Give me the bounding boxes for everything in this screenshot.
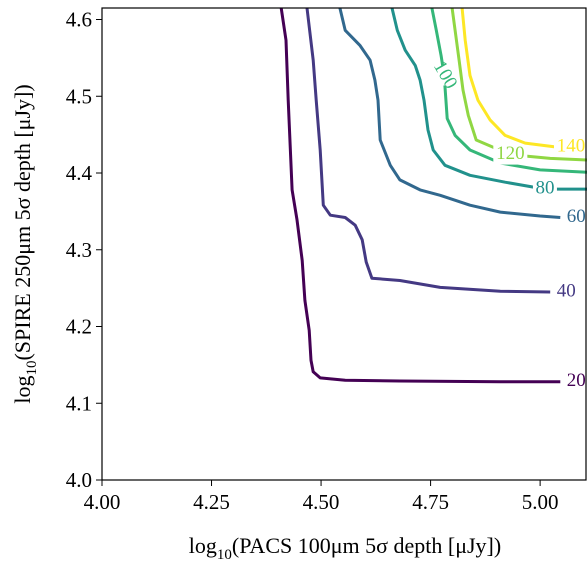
contour-line xyxy=(338,7,561,219)
contour-label: 40 xyxy=(557,280,576,301)
x-tick-label: 4.50 xyxy=(303,490,340,514)
y-tick-label: 4.2 xyxy=(66,315,92,339)
y-tick-label: 4.1 xyxy=(66,391,92,415)
contour-label-bg xyxy=(554,281,579,302)
contour-line xyxy=(460,7,556,149)
y-tick-label: 4.3 xyxy=(66,238,92,262)
contour-line xyxy=(390,7,587,191)
contour-label: 20 xyxy=(567,370,586,391)
y-tick-label: 4.5 xyxy=(66,84,92,108)
contour-label-bg xyxy=(427,65,462,86)
x-label-part: log xyxy=(189,533,217,558)
contour-label-bg xyxy=(564,371,587,392)
y-label-part: (SPIRE 250μm 5σ depth [μJy]) xyxy=(10,84,35,360)
contour-label: 80 xyxy=(535,177,554,198)
x-label-part: (PACS 100μm 5σ depth [μJy]) xyxy=(232,533,501,558)
x-tick-label: 4.00 xyxy=(84,490,121,514)
contour-label-bg xyxy=(532,179,557,200)
contour-label: 120 xyxy=(496,143,525,164)
y-label-part: log xyxy=(10,376,35,404)
contour-label-bg xyxy=(564,207,587,228)
contour-label: 140 xyxy=(557,135,586,156)
contour-line xyxy=(450,7,587,162)
contour-label: 60 xyxy=(567,206,586,227)
y-tick-label: 4.6 xyxy=(66,8,92,32)
contour-label: 100 xyxy=(429,57,461,92)
y-tick-label: 4.4 xyxy=(66,161,93,185)
plot-frame xyxy=(101,7,587,481)
contour-label-bg xyxy=(554,136,587,157)
x-tick-label: 5.00 xyxy=(522,490,559,514)
x-label-sub: 10 xyxy=(217,547,232,563)
contour-line xyxy=(279,7,561,384)
x-tick-label: 4.25 xyxy=(193,490,230,514)
y-label-sub: 10 xyxy=(24,361,40,376)
contour-line xyxy=(430,7,587,174)
contour-label-bg xyxy=(493,144,528,165)
contour-line xyxy=(305,7,551,294)
x-tick-label: 4.75 xyxy=(412,490,449,514)
y-axis-label: log10(SPIRE 250μm 5σ depth [μJy]) xyxy=(10,84,40,403)
y-tick-label: 4.0 xyxy=(66,468,92,492)
x-axis-label: log10(PACS 100μm 5σ depth [μJy]) xyxy=(189,533,501,563)
